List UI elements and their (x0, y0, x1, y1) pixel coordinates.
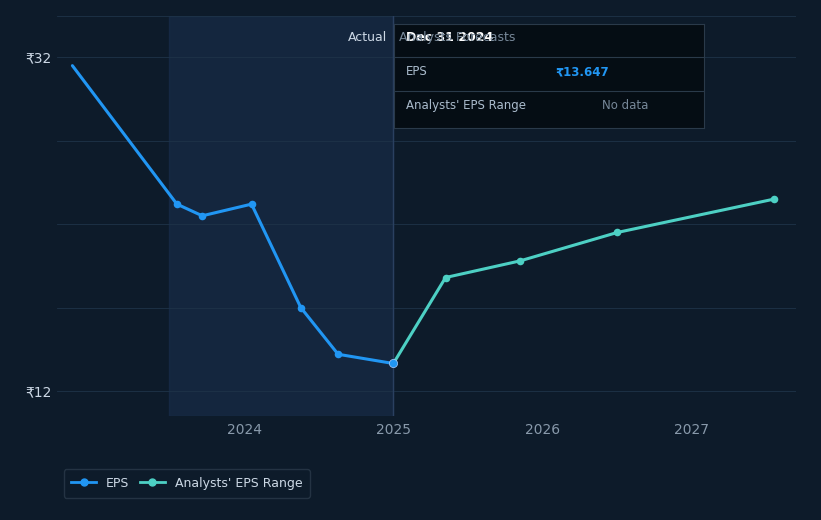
Point (611, 228, 624, 237)
Point (768, 195, 781, 203)
Point (294, 303, 307, 311)
Text: Actual: Actual (348, 31, 388, 44)
Point (245, 200, 258, 209)
Point (332, 350, 345, 358)
Point (195, 212, 209, 220)
Bar (169, 16, 393, 416)
Point (439, 274, 452, 282)
Legend: EPS, Analysts' EPS Range: EPS, Analysts' EPS Range (64, 469, 310, 498)
Text: Analysts Forecasts: Analysts Forecasts (399, 31, 516, 44)
Point (387, 359, 400, 368)
Point (170, 200, 183, 209)
Point (514, 257, 527, 265)
